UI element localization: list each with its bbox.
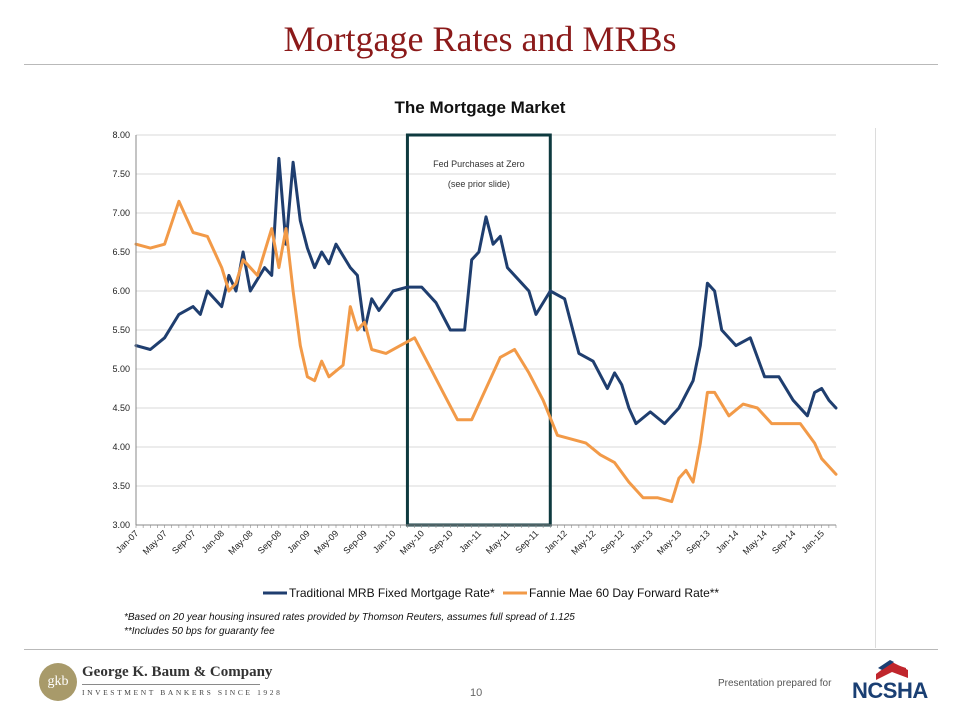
- company-tagline: INVESTMENT BANKERS SINCE 1928: [82, 688, 283, 697]
- footnote-2: **Includes 50 bps for guaranty fee: [124, 626, 275, 637]
- x-tick-label: Jan-07: [114, 528, 141, 555]
- x-tick-label: May-14: [741, 528, 769, 556]
- x-tick-label: Sep-10: [427, 528, 455, 556]
- x-tick-label: Jan-11: [457, 528, 483, 554]
- chart-series: [134, 156, 838, 504]
- x-tick-label: Sep-11: [513, 528, 540, 555]
- annotation-text: (see prior slide): [448, 179, 510, 189]
- series-line-fannie: [134, 199, 838, 504]
- slide-title: Mortgage Rates and MRBs: [283, 19, 677, 59]
- side-divider: [875, 128, 876, 648]
- x-tick-label: May-13: [655, 528, 683, 556]
- x-tick-label: Sep-09: [341, 528, 369, 556]
- chart-gridlines: [136, 134, 836, 526]
- y-tick-label: 6.50: [112, 247, 130, 257]
- x-tick-label: Jan-10: [371, 528, 398, 555]
- x-tick-label: Sep-07: [170, 528, 198, 556]
- prepared-for-label: Presentation prepared for: [718, 678, 832, 689]
- x-tick-label: Sep-14: [770, 528, 798, 556]
- x-tick-label: Sep-12: [599, 528, 627, 556]
- ncsha-logo-icon: [876, 660, 908, 680]
- x-tick-label: Jan-14: [714, 528, 741, 555]
- x-tick-label: May-12: [569, 528, 597, 556]
- y-tick-label: 3.00: [112, 520, 130, 530]
- x-tick-label: May-11: [484, 528, 512, 556]
- x-tick-label: May-07: [141, 528, 169, 556]
- y-tick-label: 7.50: [112, 169, 130, 179]
- x-tick-label: May-09: [312, 528, 340, 556]
- x-tick-label: May-08: [226, 528, 254, 556]
- company-logo-monogram: gkb: [39, 663, 77, 701]
- company-logo-rule: [82, 684, 260, 685]
- series-line-mrb: [134, 156, 838, 426]
- title-divider: [24, 64, 938, 65]
- x-axis: Jan-07 May-07 Sep-07 Jan-08 May-08 Sep-08 Jan-…: [114, 524, 837, 557]
- y-tick-label: 7.00: [112, 208, 130, 218]
- y-axis: 3.00 3.50 4.00 4.50 5.00 5.50 6.00 6.50 7.00 7.50…: [112, 130, 137, 530]
- y-tick-label: 4.50: [112, 403, 130, 413]
- x-tick-label: Jan-13: [628, 528, 655, 555]
- y-tick-label: 5.00: [112, 364, 130, 374]
- footnote-1: *Based on 20 year housing insured rates …: [124, 612, 575, 623]
- x-tick-label: Sep-08: [256, 528, 284, 556]
- y-tick-label: 6.00: [112, 286, 130, 296]
- page-number: 10: [470, 687, 483, 699]
- y-tick-label: 5.50: [112, 325, 130, 335]
- ncsha-logo-text: NCSHA: [852, 678, 928, 703]
- footer-divider: [24, 649, 938, 650]
- company-name: George K. Baum & Company: [82, 664, 273, 680]
- y-tick-label: 4.00: [112, 442, 130, 452]
- chart-title: The Mortgage Market: [395, 98, 566, 117]
- mortgage-market-chart: The Mortgage Market Fed Purchases at Zer…: [112, 98, 838, 600]
- y-tick-label: 8.00: [112, 130, 130, 140]
- y-tick-label: 3.50: [112, 481, 130, 491]
- legend-label: Fannie Mae 60 Day Forward Rate**: [529, 586, 719, 600]
- chart-legend: Traditional MRB Fixed Mortgage Rate* Fann…: [263, 586, 719, 600]
- annotation-text: Fed Purchases at Zero: [433, 159, 525, 169]
- x-tick-label: Jan-08: [200, 528, 227, 555]
- x-tick-label: May-10: [398, 528, 426, 556]
- x-tick-label: Sep-13: [684, 528, 712, 556]
- x-tick-label: Jan-15: [800, 528, 827, 555]
- x-tick-label: Jan-09: [285, 528, 312, 555]
- x-tick-label: Jan-12: [542, 528, 569, 555]
- legend-label: Traditional MRB Fixed Mortgage Rate*: [289, 586, 495, 600]
